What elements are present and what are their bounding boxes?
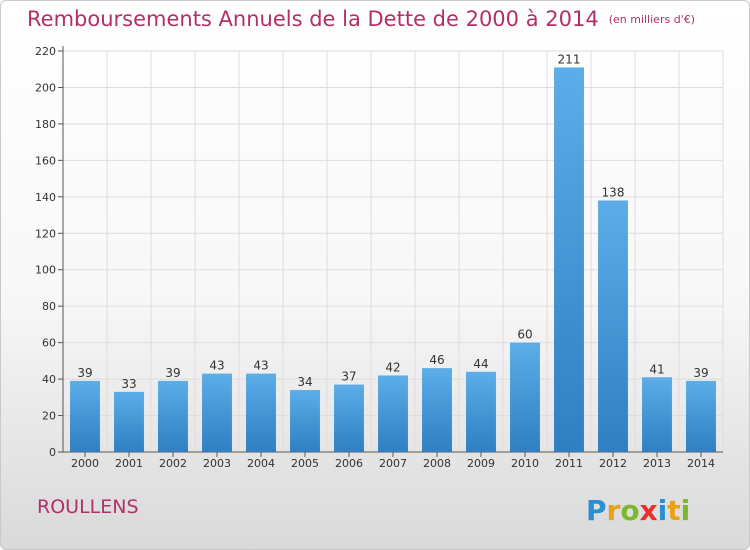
bar-value-label: 46 <box>429 353 444 367</box>
bar-2007 <box>378 375 408 452</box>
x-tick-label: 2011 <box>555 457 583 470</box>
y-tick-label: 20 <box>42 410 56 423</box>
bar-value-label: 39 <box>693 366 708 380</box>
svg-text:Proxiti: Proxiti <box>586 494 690 527</box>
location-label: ROULLENS <box>37 496 139 518</box>
y-tick-label: 160 <box>35 154 56 167</box>
y-tick-label: 140 <box>35 191 56 204</box>
bar-value-label: 39 <box>165 366 180 380</box>
bar-2003 <box>202 373 232 452</box>
x-tick-label: 2005 <box>291 457 319 470</box>
bar-value-label: 44 <box>473 357 488 371</box>
x-tick-label: 2014 <box>687 457 715 470</box>
x-tick-label: 2010 <box>511 457 539 470</box>
bar-value-label: 43 <box>209 359 224 373</box>
x-tick-label: 2000 <box>71 457 99 470</box>
bar-2001 <box>114 391 144 452</box>
x-tick-label: 2004 <box>247 457 275 470</box>
bar-2004 <box>246 373 276 452</box>
bar-value-label: 60 <box>517 328 532 342</box>
y-tick-label: 200 <box>35 81 56 94</box>
bar-chart: 0 20 40 60 80 100 120 140 160 180 200 220 39 2000 33 20… <box>35 45 724 470</box>
bar-2010 <box>510 342 540 452</box>
bar-value-label: 211 <box>558 52 581 66</box>
x-tick-label: 2009 <box>467 457 495 470</box>
x-tick-label: 2007 <box>379 457 407 470</box>
x-tick-label: 2002 <box>159 457 187 470</box>
y-tick-label: 120 <box>35 227 56 240</box>
bar-2014 <box>686 380 716 452</box>
y-tick-label: 40 <box>42 373 56 386</box>
bar-value-label: 37 <box>341 370 356 384</box>
x-tick-label: 2012 <box>599 457 627 470</box>
chart-unit: (en milliers d'€) <box>608 13 695 26</box>
bar-2000 <box>70 380 100 452</box>
chart-title-text: Remboursements Annuels de la Dette de 20… <box>27 7 599 31</box>
bar-value-label: 43 <box>253 359 268 373</box>
x-tick-label: 2001 <box>115 457 143 470</box>
y-tick-label: 80 <box>42 300 56 313</box>
x-tick-label: 2003 <box>203 457 231 470</box>
bar-2009 <box>466 371 496 452</box>
bar-value-label: 41 <box>649 362 664 376</box>
bar-2011 <box>554 67 584 453</box>
proxiti-logo: Proxiti <box>586 494 690 527</box>
y-tick-label: 100 <box>35 264 56 277</box>
x-tick-label: 2008 <box>423 457 451 470</box>
y-tick-label: 60 <box>42 337 56 350</box>
y-tick-label: 180 <box>35 118 56 131</box>
bar-value-label: 34 <box>297 375 312 389</box>
bar-value-label: 33 <box>121 377 136 391</box>
y-tick-label: 0 <box>49 446 56 459</box>
bar-2012 <box>598 200 628 452</box>
bar-2005 <box>290 390 320 452</box>
bar-2008 <box>422 368 452 452</box>
y-tick-label: 220 <box>35 45 56 58</box>
bar-value-label: 42 <box>385 360 400 374</box>
bar-2006 <box>334 384 364 452</box>
x-tick-label: 2006 <box>335 457 363 470</box>
bar-value-label: 138 <box>602 185 625 199</box>
x-tick-label: 2013 <box>643 457 671 470</box>
bar-2013 <box>642 377 672 452</box>
chart-title: Remboursements Annuels de la Dette de 20… <box>27 7 695 31</box>
bar-value-label: 39 <box>77 366 92 380</box>
bar-2002 <box>158 380 188 452</box>
